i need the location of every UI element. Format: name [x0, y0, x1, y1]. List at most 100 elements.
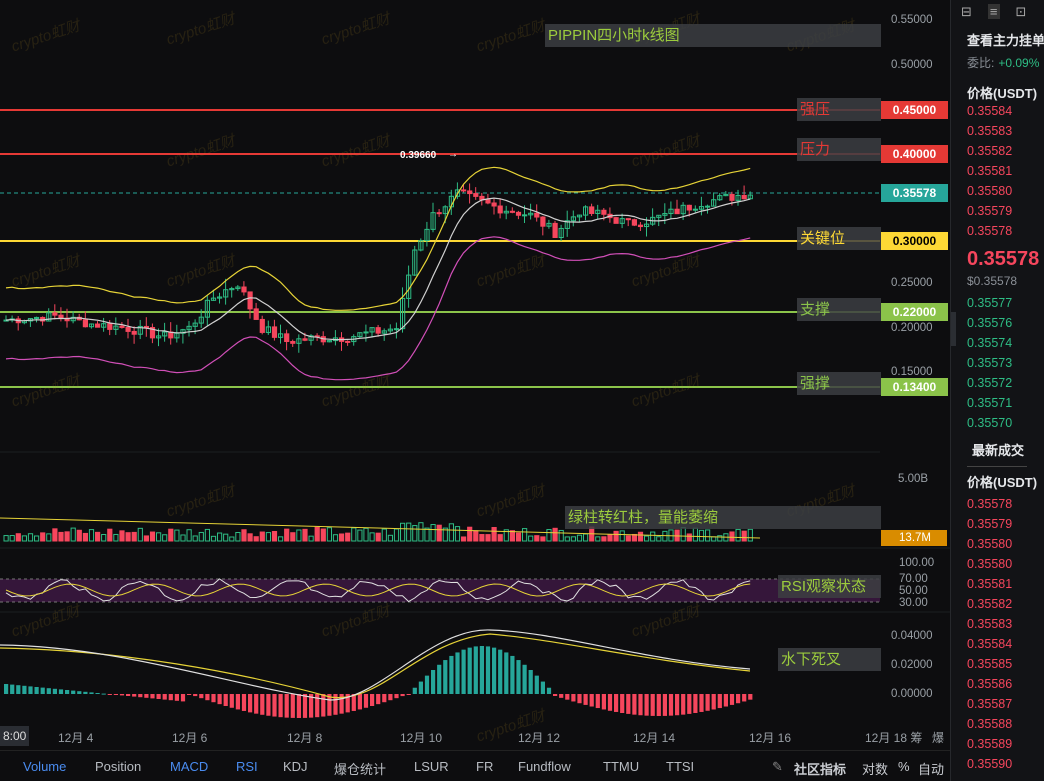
tab-fundflow[interactable]: Fundflow [518, 759, 571, 774]
candle-body [589, 206, 595, 214]
macd-histogram-bar [193, 694, 198, 697]
price-row[interactable]: 0.35583 [967, 617, 1013, 631]
price-row[interactable]: 0.35587 [967, 697, 1013, 711]
price-row[interactable]: 0.35580 [967, 537, 1013, 551]
macd-histogram-bar [302, 694, 308, 718]
kline-chart-svg[interactable] [0, 0, 950, 748]
macd-histogram-bar [217, 694, 222, 705]
price-row[interactable]: 0.35576 [967, 316, 1013, 330]
macd-histogram-bar [571, 694, 576, 702]
price-row[interactable]: 0.35579 [967, 517, 1013, 531]
price-row[interactable]: 0.35589 [967, 737, 1013, 751]
price-tag-strong-resistance: 0.45000 [881, 101, 948, 119]
price-row[interactable]: 0.35578 [967, 497, 1013, 511]
macd-histogram-bar [363, 694, 369, 708]
tab-volume[interactable]: Volume [23, 759, 67, 774]
volume-bar [58, 531, 64, 542]
tab-ttmu[interactable]: TTMU [603, 759, 640, 774]
tab-liquidation[interactable]: 爆仓统计 [334, 762, 387, 777]
orderbook-bids-icon[interactable]: ≡ [987, 4, 1000, 19]
tab-ttsi[interactable]: TTSI [666, 759, 695, 774]
tab-fr[interactable]: FR [476, 759, 494, 774]
price-row[interactable]: 0.35581 [967, 577, 1013, 591]
macd-histogram-bar [644, 694, 649, 716]
volume-bar [662, 530, 668, 542]
candle-body [454, 189, 461, 197]
percent-toggle[interactable]: % [898, 759, 910, 774]
tab-lsur[interactable]: LSUR [414, 759, 449, 774]
panel-collapse-handle[interactable] [951, 312, 956, 346]
price-row[interactable]: 0.35584 [967, 104, 1013, 118]
candle-body [217, 296, 223, 299]
price-row[interactable]: 0.35579 [967, 204, 1013, 218]
tab-macd[interactable]: MACD [170, 759, 209, 774]
price-row[interactable]: 0.35580 [967, 557, 1013, 571]
macd-histogram-bar [601, 694, 606, 710]
community-indicators-button[interactable]: 社区指标 [794, 762, 847, 777]
price-row[interactable]: 0.35585 [967, 657, 1013, 671]
price-row[interactable]: 0.35581 [967, 164, 1013, 178]
orderbook-both-icon[interactable]: ⊟ [961, 4, 972, 19]
macd-histogram-bar [315, 694, 320, 718]
edit-icon[interactable]: ✎ [772, 759, 783, 774]
price-row[interactable]: 0.35574 [967, 336, 1013, 350]
candle-body [284, 333, 290, 343]
macd-histogram-bar [382, 694, 387, 703]
price-tag-strong-support: 0.13400 [881, 378, 948, 396]
macd-histogram-bar [162, 694, 167, 700]
chart-area[interactable]: crypto虹财 crypto虹财 crypto虹财 crypto虹财 cryp… [0, 0, 950, 748]
price-row[interactable]: 0.35583 [967, 124, 1013, 138]
orderbook-asks-icon[interactable]: ⊡ [1015, 4, 1027, 19]
tab-position[interactable]: Position [95, 759, 142, 774]
volume-bar [186, 529, 192, 542]
price-row[interactable]: 0.35582 [967, 144, 1013, 158]
price-row[interactable]: 0.35571 [967, 396, 1013, 410]
price-tag-resistance: 0.40000 [881, 145, 948, 163]
macd-histogram-bar [205, 694, 210, 701]
price-row[interactable]: 0.35584 [967, 637, 1013, 651]
candle-body [119, 325, 125, 328]
volume-bar [357, 529, 363, 542]
volume-bar [528, 535, 534, 542]
macd-histogram-bar [620, 694, 625, 714]
volume-bar [46, 533, 52, 542]
log-scale-toggle[interactable]: 对数 [862, 762, 889, 777]
price-row[interactable]: 0.35572 [967, 376, 1013, 390]
macd-histogram-bar [296, 694, 301, 718]
candle-body [198, 316, 204, 324]
price-row[interactable]: 0.35582 [967, 597, 1013, 611]
candle-body [229, 288, 235, 291]
volume-bar [162, 534, 168, 542]
volume-bar [180, 534, 186, 542]
macd-histogram-bar [461, 649, 466, 694]
auto-scale-toggle[interactable]: 自动 [918, 762, 945, 777]
macd-histogram-bar [736, 694, 741, 704]
trades-title: 最新成交 [971, 443, 1024, 458]
tab-rsi[interactable]: RSI [236, 759, 258, 774]
price-row[interactable]: 0.35578 [967, 224, 1013, 238]
rsi-axis-label: 50.00 [899, 585, 928, 597]
volume-bar [271, 531, 278, 542]
price-row[interactable]: 0.35586 [967, 677, 1013, 691]
orderbook-title[interactable]: 查看主力挂单 [967, 33, 1044, 48]
volume-bar [418, 522, 424, 542]
candle-body [613, 217, 619, 224]
tab-kdj[interactable]: KDJ [283, 759, 308, 774]
candle-body [363, 331, 369, 334]
price-row[interactable]: 0.35580 [967, 184, 1013, 198]
volume-bar [705, 529, 711, 542]
macd-histogram-bar [516, 660, 521, 694]
price-row[interactable]: 0.35590 [967, 757, 1013, 771]
price-row[interactable]: 0.35588 [967, 717, 1013, 731]
volume-bar [192, 535, 198, 542]
macd-histogram-bar [431, 670, 436, 694]
macd-axis-label: 0.00000 [891, 688, 933, 700]
candle-body [601, 209, 607, 215]
macd-histogram-bar [717, 694, 722, 709]
price-row[interactable]: 0.35570 [967, 416, 1013, 430]
candle-body [271, 326, 278, 338]
candle-body [692, 208, 698, 211]
price-row[interactable]: 0.35573 [967, 356, 1013, 370]
macd-histogram-bar [65, 690, 70, 694]
price-row[interactable]: 0.35577 [967, 296, 1013, 310]
